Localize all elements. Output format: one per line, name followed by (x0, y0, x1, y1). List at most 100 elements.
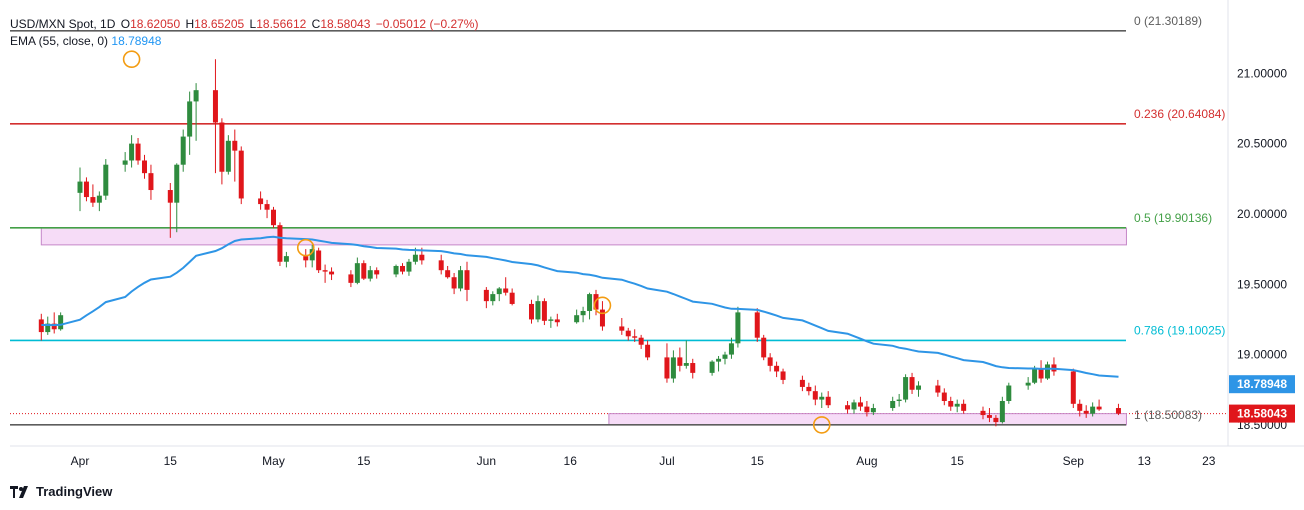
candle-body (283, 256, 289, 262)
candle-body (529, 303, 534, 320)
x-tick-label-7: 15 (751, 454, 765, 468)
swing-marker-3 (812, 416, 831, 434)
candle-body (812, 391, 818, 400)
candle-body (903, 377, 909, 400)
change-value: −0.05012 (−0.27%) (375, 17, 479, 31)
candle-body (212, 90, 218, 123)
candle-body (303, 256, 309, 261)
candle-body (135, 143, 141, 161)
open-label: O (120, 17, 131, 31)
candle-body (670, 357, 676, 379)
candle-body (761, 337, 767, 358)
candle-body (406, 261, 412, 272)
candle-body (916, 385, 921, 390)
ema-value: 18.78948 (111, 34, 162, 48)
candle-body (322, 270, 328, 272)
candle-body (148, 173, 154, 191)
x-tick-label-12: 23 (1202, 454, 1216, 468)
fib-label-3: 0.786 (19.10025) (1134, 323, 1225, 337)
candle-body (554, 319, 560, 323)
high-label: H (185, 17, 195, 31)
candle-body (722, 354, 728, 359)
x-tick-label-2: May (262, 454, 285, 468)
fib-label-2: 0.5 (19.90136) (1134, 211, 1212, 225)
candle-body (993, 417, 999, 423)
y-tick-label-3: 19.50000 (1237, 277, 1287, 291)
candle-body (174, 164, 180, 203)
candle-body (1045, 364, 1050, 379)
ema-badge-text: 18.78948 (1237, 377, 1287, 391)
candle-body (367, 270, 373, 279)
x-tick-label-10: Sep (1063, 454, 1085, 468)
candle-body (896, 399, 902, 401)
candle-body (77, 181, 83, 193)
y-tick-label-2: 20.00000 (1237, 207, 1287, 221)
close-label: C (311, 17, 321, 31)
zone-0 (40, 227, 1127, 246)
candle-body (122, 160, 128, 165)
candle-body (587, 294, 593, 311)
candle-body (632, 336, 638, 338)
candle-body (51, 323, 57, 330)
ema-legend: EMA (55, close, 0) 18.78948 (10, 34, 161, 48)
high-value: 18.65205 (194, 17, 245, 31)
candle-body (264, 204, 270, 210)
candle-body (625, 330, 631, 337)
open-value: 18.62050 (130, 17, 181, 31)
candle-body (509, 292, 515, 304)
swing-marker-0 (122, 50, 141, 69)
candle-body (999, 400, 1005, 423)
candle-body (580, 310, 586, 316)
candle-body (277, 225, 283, 262)
candle-body (232, 140, 238, 151)
candle-body (664, 357, 670, 379)
candle-body (142, 160, 147, 174)
candle-body (1115, 408, 1121, 414)
candle-body (574, 315, 580, 323)
candle-body (348, 274, 354, 283)
y-tick-label-1: 20.50000 (1237, 137, 1287, 151)
candle-body (825, 396, 831, 406)
x-tick-label-0: Apr (71, 454, 90, 468)
candle-body (1038, 368, 1044, 379)
candle-body (1083, 410, 1089, 414)
candle-body (83, 181, 89, 198)
close-value: 18.58043 (320, 17, 371, 31)
fib-label-1: 0.236 (20.64084) (1134, 107, 1225, 121)
candle-body (645, 344, 651, 358)
candle-body (103, 164, 109, 196)
candle-body (393, 265, 399, 275)
candle-body (941, 392, 947, 401)
swing-markers (122, 50, 831, 434)
candle-body (980, 410, 986, 416)
candle-body (774, 365, 780, 372)
fib-label-4: 1 (18.50083) (1134, 408, 1202, 422)
low-label: L (249, 17, 257, 31)
highlight-zones (40, 227, 1127, 426)
candle-body (219, 122, 225, 172)
candle-body (187, 101, 193, 137)
candle-body (258, 198, 264, 205)
candle-body (599, 309, 605, 327)
symbol-label: USD/MXN Spot, 1D (10, 17, 116, 31)
candle-body (129, 143, 135, 161)
candle-body (1032, 368, 1038, 383)
candle-body (548, 319, 554, 321)
x-tick-label-8: Aug (856, 454, 877, 468)
fibonacci-levels: 0 (21.30189) 0.236 (20.64084) 0.5 (19.9013… (10, 14, 1225, 426)
candle-body (503, 288, 509, 293)
candle-body (412, 254, 418, 262)
swing-marker-2 (593, 296, 612, 315)
candle-body (374, 270, 380, 275)
candle-body (180, 136, 186, 165)
tradingview-brand[interactable]: TradingView (10, 484, 112, 499)
candle-body (799, 379, 805, 387)
candle-body (716, 358, 722, 362)
candle-body (709, 361, 715, 373)
zone-1 (608, 413, 1127, 426)
candle-body (445, 270, 451, 278)
x-tick-label-3: 15 (357, 454, 371, 468)
candle-body (890, 400, 896, 409)
candle-body (225, 140, 231, 172)
